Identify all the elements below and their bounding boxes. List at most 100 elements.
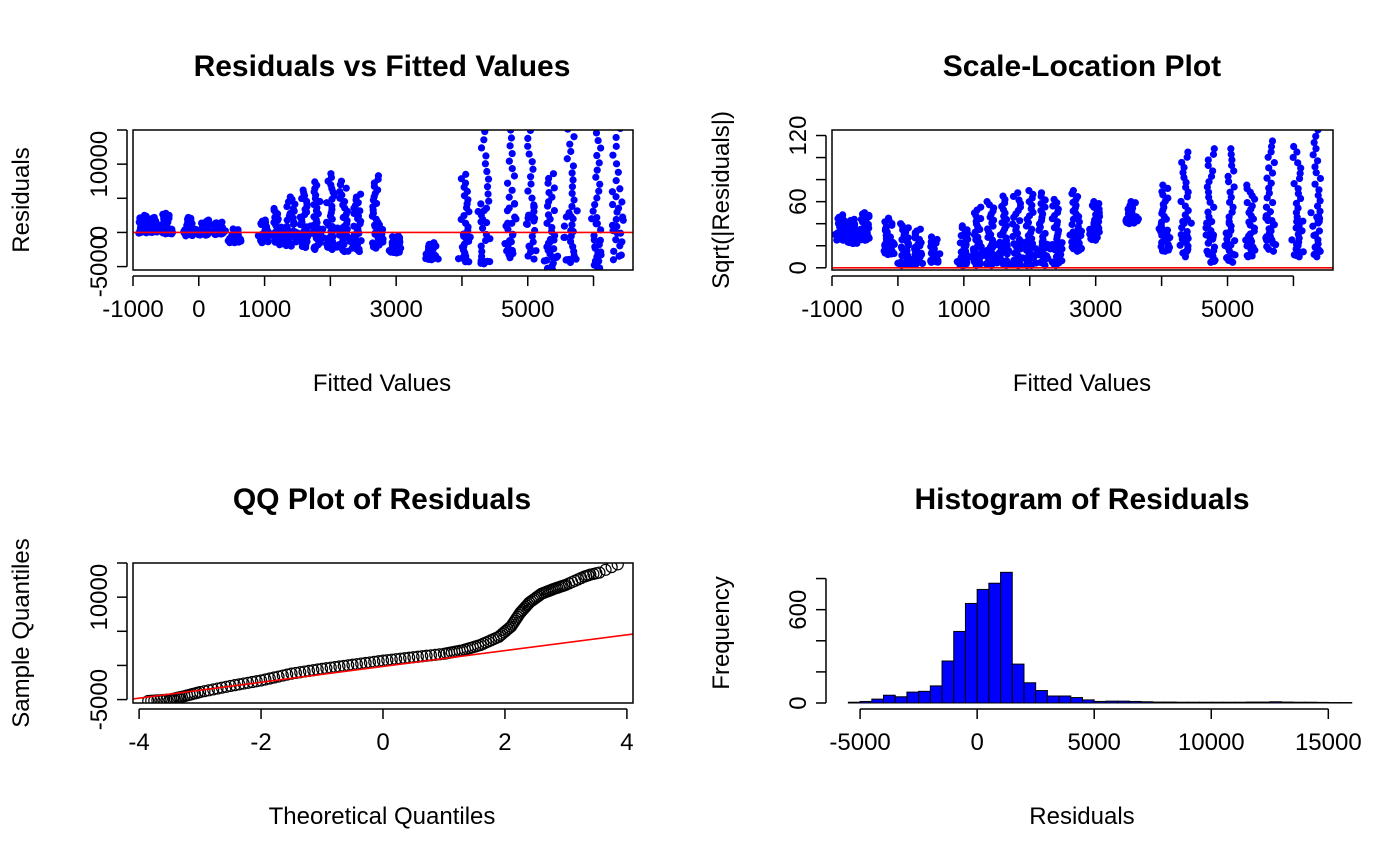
histogram-bar — [1199, 701, 1212, 704]
histogram-bar — [1082, 699, 1095, 704]
data-point — [324, 243, 332, 251]
y-tick-label: 0 — [785, 696, 812, 709]
data-point — [339, 223, 347, 231]
data-point — [1245, 232, 1253, 240]
data-point — [1225, 256, 1233, 265]
data-point — [301, 237, 310, 245]
data-point — [1294, 185, 1302, 193]
data-point — [550, 206, 559, 215]
data-point — [481, 85, 488, 92]
x-tick-label: -1000 — [102, 296, 163, 323]
data-point — [1205, 178, 1213, 186]
data-point — [162, 209, 170, 217]
data-point — [597, 144, 605, 152]
data-point — [349, 239, 357, 247]
data-point — [250, 675, 263, 688]
histogram-bar — [1058, 695, 1072, 704]
data-point — [588, 215, 596, 223]
data-point — [970, 258, 979, 266]
data-point — [465, 237, 473, 245]
data-point — [254, 674, 268, 687]
data-point — [1228, 156, 1236, 164]
x-tick-label: 3000 — [369, 296, 422, 323]
x-tick-label: 15000 — [1295, 729, 1362, 756]
data-point — [529, 111, 536, 118]
histogram-bar — [929, 685, 943, 704]
data-point — [481, 160, 490, 168]
data-point — [1289, 153, 1297, 162]
data-point — [530, 102, 537, 109]
data-point — [374, 172, 383, 180]
data-point — [1130, 219, 1138, 227]
data-point — [508, 165, 516, 173]
data-point — [1243, 198, 1251, 207]
data-point — [565, 255, 573, 264]
data-point — [560, 222, 569, 230]
x-tick-label: 0 — [192, 296, 205, 323]
histogram-bar — [847, 701, 861, 704]
data-point — [958, 248, 966, 257]
x-tick-label: 10000 — [1178, 729, 1245, 756]
data-point — [1267, 142, 1276, 151]
data-point — [932, 258, 940, 266]
data-point — [619, 216, 627, 224]
data-point — [504, 85, 511, 92]
histogram-bar — [964, 602, 978, 704]
data-point — [525, 242, 533, 250]
data-point — [261, 216, 269, 224]
data-point — [611, 563, 624, 571]
x-tick-label: 0 — [376, 729, 389, 756]
data-point — [272, 670, 285, 683]
data-point — [1184, 234, 1192, 243]
data-point — [1075, 218, 1083, 226]
data-point — [568, 202, 576, 211]
histogram-panel: Histogram of Residuals Residuals Frequen… — [708, 483, 1362, 830]
data-point — [327, 170, 335, 178]
data-point — [910, 258, 918, 266]
data-point — [1132, 213, 1141, 221]
panel-title: QQ Plot of Residuals — [233, 483, 531, 516]
data-point — [1035, 248, 1043, 256]
data-point — [595, 159, 603, 167]
data-point — [960, 254, 968, 262]
histogram-bar — [1011, 663, 1025, 704]
data-point — [1209, 252, 1217, 260]
data-point — [431, 252, 440, 260]
data-point — [530, 85, 537, 92]
data-point — [508, 149, 516, 158]
data-point — [1209, 150, 1218, 158]
data-point — [902, 251, 910, 259]
data-point — [1014, 189, 1022, 197]
data-point — [311, 178, 319, 186]
data-point — [485, 197, 493, 205]
data-point — [1054, 205, 1062, 213]
data-point — [1314, 130, 1322, 134]
data-point — [531, 94, 538, 101]
data-point — [1230, 167, 1238, 175]
data-point — [1227, 150, 1235, 158]
data-point — [480, 257, 488, 266]
data-point — [993, 259, 1001, 267]
x-axis-label: Fitted Values — [1013, 370, 1151, 397]
data-point — [524, 187, 532, 195]
data-point — [978, 249, 986, 257]
histogram-bar — [1316, 701, 1329, 704]
data-point — [1041, 229, 1049, 238]
histogram-bar — [1234, 701, 1247, 704]
data-point — [1227, 145, 1235, 153]
data-point — [482, 219, 491, 227]
y-axis: 0 60 120 — [785, 115, 827, 274]
data-point — [342, 184, 350, 192]
data-point — [611, 58, 618, 65]
data-point — [1058, 257, 1066, 265]
data-point — [356, 190, 365, 198]
histogram-bar — [1105, 700, 1119, 704]
data-point — [1066, 231, 1074, 239]
data-point — [1158, 188, 1166, 196]
data-point — [854, 229, 862, 237]
y-tick-label: 60 — [785, 188, 812, 215]
data-point — [457, 175, 465, 183]
data-point — [592, 114, 599, 121]
data-point — [568, 221, 576, 229]
data-point — [1181, 202, 1189, 210]
